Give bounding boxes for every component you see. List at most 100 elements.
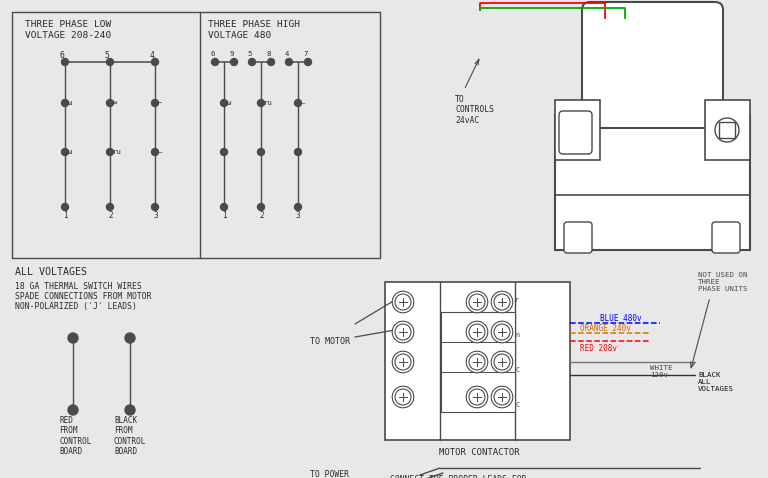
Text: 6: 6 [210, 51, 215, 57]
FancyBboxPatch shape [564, 222, 592, 253]
Text: 9: 9 [230, 51, 234, 57]
Text: TO MOTOR: TO MOTOR [310, 337, 350, 346]
Circle shape [151, 58, 158, 65]
Text: 4: 4 [285, 51, 290, 57]
Text: BLUE 480v: BLUE 480v [600, 314, 641, 323]
Text: ∞: ∞ [113, 100, 118, 106]
Text: TO POWER: TO POWER [310, 470, 349, 478]
Text: r: r [515, 297, 519, 303]
Circle shape [151, 204, 158, 210]
Text: —: — [158, 149, 162, 155]
Circle shape [395, 324, 411, 340]
Circle shape [151, 99, 158, 107]
Circle shape [392, 386, 414, 408]
Circle shape [466, 321, 488, 343]
Text: ω: ω [68, 149, 72, 155]
Circle shape [395, 294, 411, 310]
Circle shape [494, 354, 510, 370]
Circle shape [469, 354, 485, 370]
Circle shape [304, 58, 312, 65]
Text: WHITE
120v: WHITE 120v [650, 365, 673, 378]
Text: —: — [301, 100, 306, 106]
Circle shape [395, 354, 411, 370]
Circle shape [294, 149, 302, 155]
Text: MOTOR CONTACTOR: MOTOR CONTACTOR [439, 448, 520, 457]
Text: THREE PHASE HIGH: THREE PHASE HIGH [208, 20, 300, 29]
Text: ru: ru [113, 149, 122, 155]
Circle shape [492, 321, 513, 343]
Bar [555, 100, 600, 160]
Circle shape [61, 58, 68, 65]
Text: ~: ~ [158, 100, 162, 106]
Text: C: C [515, 402, 519, 408]
Circle shape [68, 333, 78, 343]
Circle shape [151, 149, 158, 155]
Bar [705, 100, 750, 160]
Bar [385, 282, 570, 440]
Text: VOLTAGE 208-240: VOLTAGE 208-240 [25, 31, 111, 40]
FancyBboxPatch shape [559, 111, 592, 154]
Text: 5: 5 [104, 51, 109, 60]
Text: RED 208v: RED 208v [580, 344, 617, 353]
Text: 4: 4 [150, 51, 154, 60]
Text: 1: 1 [222, 211, 227, 220]
Text: 3: 3 [153, 211, 157, 220]
Text: 2: 2 [108, 211, 113, 220]
Circle shape [469, 389, 485, 405]
Circle shape [492, 351, 513, 373]
Text: 3: 3 [296, 211, 300, 220]
Circle shape [466, 386, 488, 408]
Circle shape [466, 351, 488, 373]
Text: 5: 5 [248, 51, 252, 57]
Circle shape [494, 294, 510, 310]
Circle shape [211, 58, 219, 65]
Circle shape [395, 389, 411, 405]
Circle shape [68, 405, 78, 415]
Circle shape [125, 405, 135, 415]
Text: 2: 2 [259, 211, 263, 220]
Text: 8: 8 [266, 51, 271, 57]
Circle shape [220, 99, 227, 107]
Text: 6: 6 [60, 51, 65, 60]
Circle shape [466, 291, 488, 313]
Circle shape [107, 99, 114, 107]
Text: n: n [515, 332, 519, 338]
Text: 18 GA THERMAL SWITCH WIRES: 18 GA THERMAL SWITCH WIRES [15, 282, 142, 291]
Circle shape [107, 149, 114, 155]
Text: ALL VOLTAGES: ALL VOLTAGES [15, 267, 87, 277]
Circle shape [107, 58, 114, 65]
Bar [719, 122, 735, 138]
FancyBboxPatch shape [712, 222, 740, 253]
Text: ORANGE 240v: ORANGE 240v [580, 324, 631, 333]
Circle shape [715, 118, 739, 142]
Circle shape [294, 204, 302, 210]
Circle shape [220, 204, 227, 210]
Circle shape [392, 321, 414, 343]
Circle shape [469, 324, 485, 340]
Circle shape [469, 294, 485, 310]
Text: ω: ω [227, 100, 231, 106]
Circle shape [492, 386, 513, 408]
Text: RED
FROM
CONTROL
BOARD: RED FROM CONTROL BOARD [59, 416, 91, 456]
Text: BLACK
FROM
CONTROL
BOARD: BLACK FROM CONTROL BOARD [114, 416, 147, 456]
Text: SPADE CONNECTIONS FROM MOTOR: SPADE CONNECTIONS FROM MOTOR [15, 292, 151, 301]
Circle shape [257, 149, 264, 155]
Text: CONNECT THE PROPER LEADS FOR: CONNECT THE PROPER LEADS FOR [390, 475, 527, 478]
Circle shape [220, 149, 227, 155]
Text: ru: ru [264, 100, 273, 106]
Circle shape [61, 99, 68, 107]
Text: ω: ω [68, 100, 72, 106]
Circle shape [230, 58, 237, 65]
Circle shape [294, 99, 302, 107]
Text: 1: 1 [63, 211, 68, 220]
Circle shape [125, 333, 135, 343]
Circle shape [257, 204, 264, 210]
Circle shape [257, 99, 264, 107]
Circle shape [107, 204, 114, 210]
Circle shape [494, 324, 510, 340]
Text: TO
CONTROLS
24vAC: TO CONTROLS 24vAC [455, 95, 494, 125]
Circle shape [61, 204, 68, 210]
FancyBboxPatch shape [582, 2, 723, 128]
Circle shape [267, 58, 274, 65]
Text: VOLTAGE 480: VOLTAGE 480 [208, 31, 271, 40]
